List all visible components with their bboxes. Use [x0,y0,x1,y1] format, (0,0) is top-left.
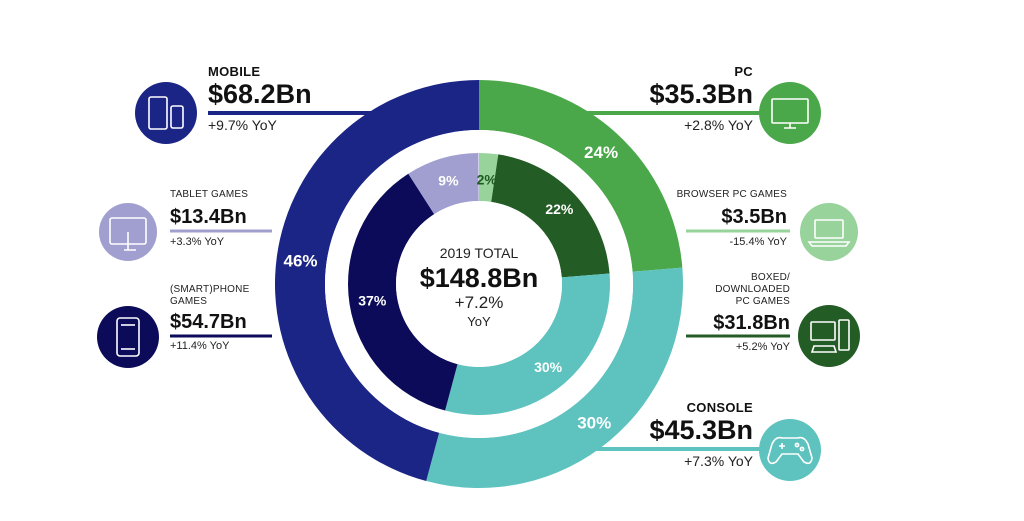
mobile-yoy: +9.7% YoY [208,117,277,133]
boxed-title: BOXED/ DOWNLOADED PC GAMES [715,272,790,307]
boxed-label: BOXED/ DOWNLOADED PC GAMES $31.8Bn +5.2%… [700,272,790,353]
console-label: CONSOLE $45.3Bn +7.3% YoY [600,400,753,469]
boxed-value: $31.8Bn [713,312,790,334]
pc-yoy: +2.8% YoY [684,117,753,133]
browser-yoy: -15.4% YoY [729,236,788,248]
tablet-yoy: +3.3% YoY [170,236,225,248]
pc-label: PC $35.3Bn +2.8% YoY [600,64,753,133]
inner-percent-tablet: 9% [438,172,459,188]
center-yoy: +7.2% [455,293,504,312]
center-hole [396,201,562,367]
icons [97,82,860,481]
monitor-icon [759,82,821,144]
inner-ring [347,153,610,415]
tablet-title: TABLET GAMES [170,189,249,200]
inner-slice-boxed [491,154,610,278]
center-value: $148.8Bn [420,263,539,293]
outer-percent-console: 30% [577,413,611,432]
phone-yoy: +11.4% YoY [170,340,230,352]
console-yoy: +7.3% YoY [684,453,753,469]
inner-percent-phone: 37% [358,293,387,309]
inner-slice-browser [479,153,499,202]
boxed-yoy: +5.2% YoY [735,341,790,353]
inner-slice-tablet [408,153,479,215]
browser-label: BROWSER PC GAMES $3.5Bn -15.4% YoY [650,189,787,248]
mobile-title: MOBILE [208,64,261,79]
phone-label: (SMART)PHONE GAMES $54.7Bn +11.4% YoY [170,284,260,352]
phone-icon-circle [97,306,159,368]
inner-slice-console [445,273,610,415]
center-yoy-unit: YoY [467,314,491,329]
percent-labels: 24% 30% 46% 2% 22% 30% 37% 9% [284,143,619,433]
connector-lines [170,111,790,451]
mobile-value: $68.2Bn [208,79,312,109]
gamepad-icon [759,419,821,481]
smartphone-icon [97,306,159,368]
phone-title: (SMART)PHONE GAMES [170,284,250,307]
inner-percent-browser: 2% [477,171,498,187]
pc-title: PC [734,64,753,79]
outer-slice-console [426,267,684,488]
center-title: 2019 TOTAL [440,245,519,261]
mobile-icon-circle [135,82,197,144]
tablet-value: $13.4Bn [170,206,247,228]
boxed-icon-circle [798,305,860,367]
outer-percent-pc: 24% [584,143,618,162]
pc-icon-circle [759,82,821,144]
mobile-devices-icon [135,82,197,144]
pc-value: $35.3Bn [649,79,753,109]
inner-percent-boxed: 22% [545,201,574,217]
desktop-computer-icon [798,305,860,367]
console-value: $45.3Bn [649,415,753,445]
browser-title: BROWSER PC GAMES [676,189,787,200]
console-title: CONSOLE [686,400,753,415]
browser-icon-circle [800,203,858,261]
phone-value: $54.7Bn [170,311,247,333]
outer-ring [275,80,684,488]
tablet-icon [99,203,157,261]
console-icon-circle [759,419,821,481]
outer-slice-pc [479,80,683,272]
outer-slice-mobile [275,80,479,482]
tablet-label: TABLET GAMES $13.4Bn +3.3% YoY [170,189,280,248]
outer-percent-mobile: 46% [284,252,318,271]
inner-percent-console: 30% [534,359,563,375]
inner-slice-phone [347,173,458,411]
browser-value: $3.5Bn [721,206,787,228]
mobile-label: MOBILE $68.2Bn +9.7% YoY [208,64,368,133]
laptop-icon [800,203,858,261]
